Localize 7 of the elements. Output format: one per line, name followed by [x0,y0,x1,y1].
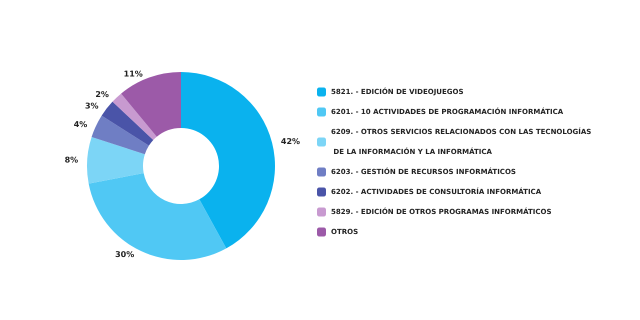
data-label: 8% [64,155,78,164]
data-label: 4% [74,120,88,129]
data-label: 3% [84,101,99,110]
data-label: 30% [115,250,134,260]
data-label: 42% [280,137,300,146]
data-label: 2% [95,90,109,100]
data-label: 11% [124,69,143,78]
